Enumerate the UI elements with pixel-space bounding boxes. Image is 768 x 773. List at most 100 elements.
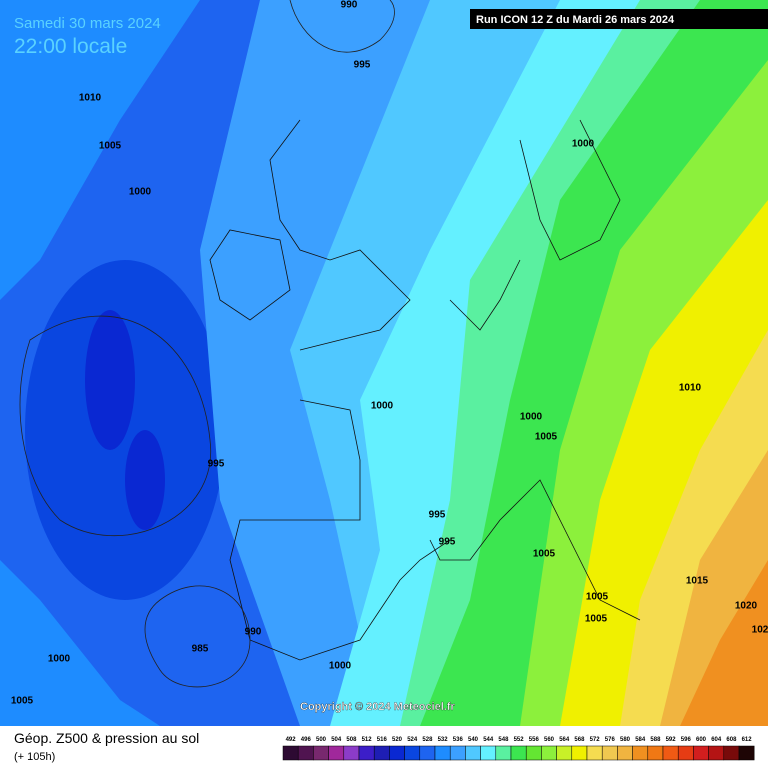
isobar-label: 1000 <box>572 139 595 150</box>
isobar-label: 1010 <box>679 383 702 394</box>
legend-swatch <box>571 745 588 761</box>
isobar-label: 1005 <box>535 432 558 443</box>
date: Samedi 30 mars 2024 <box>14 15 161 32</box>
isobar-label: 1005 <box>586 592 609 603</box>
legend-swatch <box>708 745 725 761</box>
isobar-label: 1000 <box>520 412 543 423</box>
legend-swatch <box>647 745 664 761</box>
legend-swatch <box>662 745 679 761</box>
run-box <box>470 9 768 29</box>
isobar-label: 995 <box>439 537 456 548</box>
legend-swatch <box>556 745 573 761</box>
legend-swatch <box>297 745 314 761</box>
isobar <box>19 0 395 688</box>
isobar-label: 995 <box>429 510 446 521</box>
run: Run ICON 12 Z du Mardi 26 mars 2024 <box>476 14 675 26</box>
isobar-label: 985 <box>192 644 209 655</box>
legend-swatch <box>738 745 755 761</box>
legend-label: 500 <box>316 737 327 743</box>
legend-swatch <box>601 745 618 761</box>
isobar-label: 102 <box>752 625 768 636</box>
legend-label: 552 <box>514 737 525 743</box>
legend-label: 576 <box>605 737 616 743</box>
legend-label: 572 <box>590 737 601 743</box>
isobar-label: 990 <box>245 627 262 638</box>
isobar-label: 1005 <box>533 549 556 560</box>
legend-swatch <box>389 745 405 761</box>
legend-label: 544 <box>483 737 494 743</box>
legend-label: 564 <box>559 737 570 743</box>
legend-swatch <box>495 745 512 761</box>
isobar-label: 1005 <box>11 696 34 707</box>
legend-swatch <box>373 745 390 761</box>
footer-lead: (+ 105h) <box>14 751 55 763</box>
legend-swatch <box>358 745 375 761</box>
isobar-label: 1000 <box>129 187 152 198</box>
legend-swatch <box>343 745 360 761</box>
isobar-label: 1005 <box>585 614 608 625</box>
band <box>0 0 200 300</box>
legend-swatch <box>419 745 436 761</box>
legend-label: 492 <box>286 737 297 743</box>
isobar-label: 990 <box>341 0 358 11</box>
legend-label: 528 <box>422 737 433 743</box>
legend-label: 596 <box>681 737 692 743</box>
legend-label: 580 <box>620 737 631 743</box>
coastline <box>209 119 641 661</box>
legend-swatch <box>677 745 694 761</box>
legend-swatch <box>404 745 421 761</box>
band <box>0 560 160 726</box>
legend-label: 504 <box>331 737 342 743</box>
legend-label: 604 <box>711 737 722 743</box>
legend-label: 588 <box>650 737 661 743</box>
isobar-label: 1005 <box>99 141 122 152</box>
legend-label: 536 <box>453 737 464 743</box>
legend-swatch <box>449 745 466 761</box>
legend-label: 560 <box>544 737 555 743</box>
isobar-label: 1020 <box>735 601 758 612</box>
legend-swatch <box>480 745 497 761</box>
isobar-label: 1010 <box>79 93 102 104</box>
legend-label: 516 <box>377 737 388 743</box>
legend-swatch <box>313 745 329 761</box>
legend-swatch <box>465 745 481 761</box>
isobar-label: 1015 <box>686 576 709 587</box>
legend-label: 612 <box>742 737 753 743</box>
legend-label: 524 <box>407 737 418 743</box>
legend-label: 508 <box>346 737 357 743</box>
band <box>680 560 768 726</box>
legend-swatch <box>510 745 527 761</box>
isobar-label: 1000 <box>371 401 394 412</box>
isobar-label: 995 <box>208 459 225 470</box>
footer-title: Géop. Z500 & pression au sol <box>14 730 199 746</box>
legend-swatch <box>525 745 542 761</box>
legend-swatch <box>617 745 633 761</box>
legend-swatch <box>693 745 709 761</box>
legend-label: 520 <box>392 737 403 743</box>
legend-label: 568 <box>574 737 585 743</box>
legend-swatch <box>328 745 345 761</box>
isobar-label: 1000 <box>48 654 71 665</box>
copyright: Copyright © 2024 Meteociel.fr <box>300 701 456 713</box>
legend-swatch <box>434 745 451 761</box>
legend-label: 556 <box>529 737 540 743</box>
legend-label: 584 <box>635 737 646 743</box>
legend-label: 548 <box>498 737 509 743</box>
low-core <box>125 430 165 530</box>
legend-swatch <box>586 745 603 761</box>
legend-swatch <box>282 745 299 761</box>
legend-label: 532 <box>438 737 449 743</box>
isobar-label: 1000 <box>329 661 352 672</box>
legend-label: 496 <box>301 737 312 743</box>
low-core <box>85 310 135 450</box>
legend-label: 592 <box>666 737 677 743</box>
legend-label: 540 <box>468 737 479 743</box>
legend-swatch <box>632 745 649 761</box>
legend-label: 608 <box>726 737 737 743</box>
legend-label: 600 <box>696 737 707 743</box>
isobar-label: 995 <box>354 60 371 71</box>
time: 22:00 locale <box>14 35 127 58</box>
legend-label: 512 <box>362 737 373 743</box>
